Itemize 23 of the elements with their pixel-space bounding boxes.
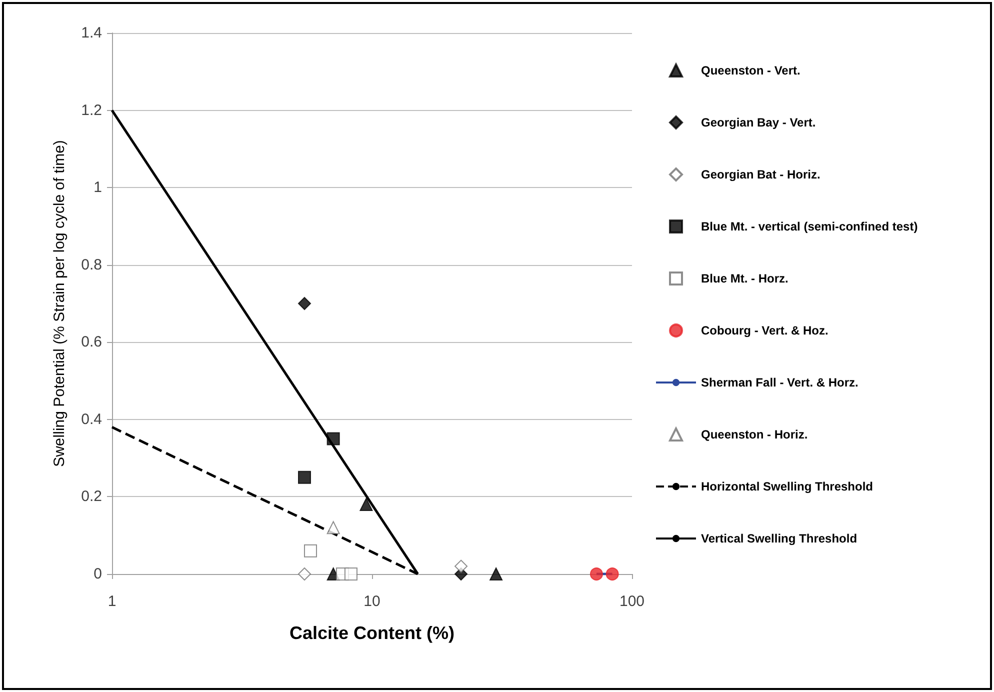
x-tick-label: 10 bbox=[364, 593, 380, 610]
x-axis-title: Calcite Content (%) bbox=[289, 623, 455, 643]
y-tick-label: 1 bbox=[94, 179, 102, 196]
y-tick-label: 0.4 bbox=[81, 410, 102, 428]
legend-label: Blue Mt. - Horz. bbox=[701, 272, 788, 286]
legend-label: Blue Mt. - vertical (semi-confined test) bbox=[701, 220, 918, 234]
legend-label: Queenston - Horiz. bbox=[701, 428, 808, 442]
y-tick-label: 0 bbox=[94, 566, 102, 582]
y-tick-label: 0.8 bbox=[81, 256, 102, 274]
legend-label: Georgian Bat - Horiz. bbox=[701, 168, 820, 182]
y-axis-title: Swelling Potential (% Strain per log cycle of time) bbox=[51, 140, 68, 467]
legend-label: Sherman Fall - Vert. & Horz. bbox=[701, 376, 858, 390]
legend-label: Georgian Bay - Vert. bbox=[701, 116, 816, 130]
legend-label: Horizontal Swelling Threshold bbox=[701, 480, 874, 494]
x-tick-label: 1 bbox=[108, 593, 116, 610]
y-tick-label: 0.6 bbox=[81, 334, 102, 351]
legend-label: Queenston - Vert. bbox=[701, 64, 800, 78]
y-tick-label: 1.2 bbox=[81, 102, 102, 119]
y-tick-label: 1.4 bbox=[81, 24, 102, 42]
x-tick-label: 100 bbox=[619, 593, 645, 610]
y-tick-label: 0.2 bbox=[81, 488, 102, 506]
legend-label: Vertical Swelling Threshold bbox=[701, 532, 858, 546]
legend-label: Cobourg - Vert. & Hoz. bbox=[701, 324, 828, 338]
